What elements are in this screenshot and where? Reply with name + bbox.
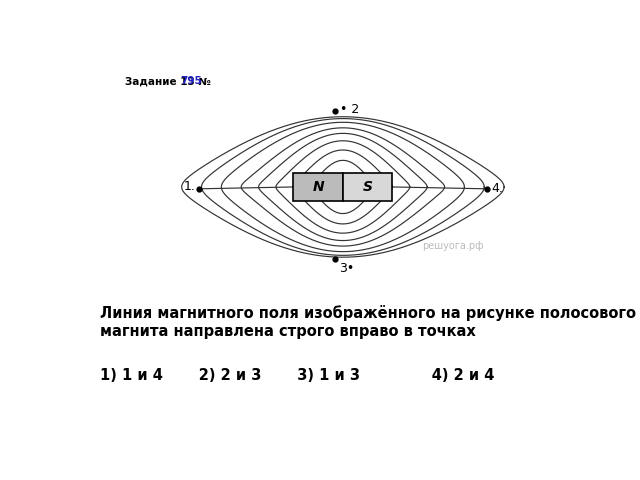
Text: 1.: 1. bbox=[183, 180, 195, 193]
Text: S: S bbox=[363, 180, 372, 194]
Text: Задание 13 №: Задание 13 № bbox=[125, 76, 214, 86]
Text: 1) 1 и 4       2) 2 и 3       3) 1 и 3              4) 2 и 4: 1) 1 и 4 2) 2 и 3 3) 1 и 3 4) 2 и 4 bbox=[100, 368, 494, 383]
Bar bbox=[293, 173, 343, 201]
Text: 795: 795 bbox=[180, 76, 202, 86]
Text: 3•: 3• bbox=[339, 262, 355, 275]
Text: • 2: • 2 bbox=[340, 103, 360, 116]
Text: Линия магнитного поля изображённого на рисунке полосового
магнита направлена стр: Линия магнитного поля изображённого на р… bbox=[100, 305, 636, 338]
Text: решуога.рф: решуога.рф bbox=[422, 241, 484, 251]
Text: N: N bbox=[312, 180, 324, 194]
Bar bbox=[343, 173, 392, 201]
Text: 4.: 4. bbox=[492, 182, 504, 195]
